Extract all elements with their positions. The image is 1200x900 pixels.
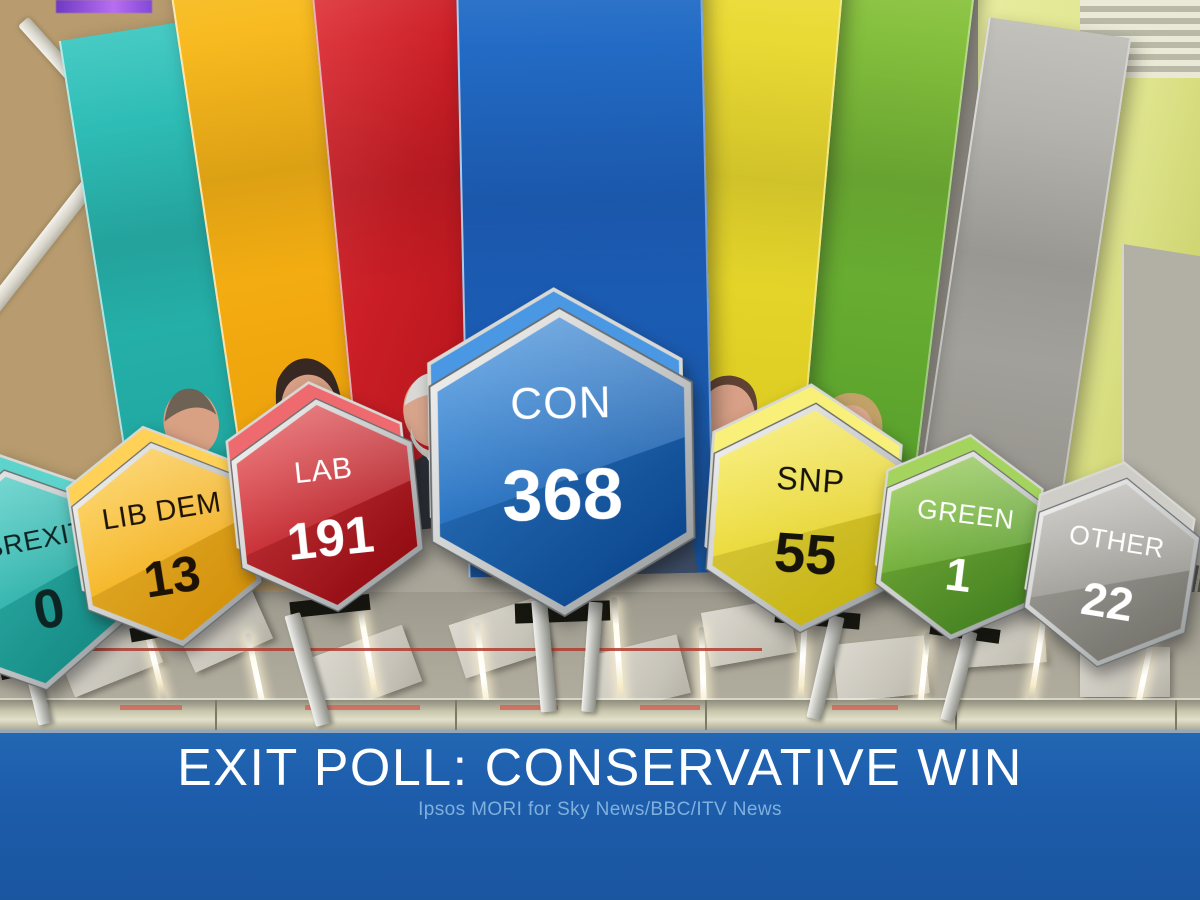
ceiling-panel	[832, 635, 930, 703]
party-seats: 22	[1078, 572, 1137, 631]
party-badge-lab: LAB 191	[223, 381, 430, 621]
badge-gloss	[713, 410, 904, 557]
party-badge-green: GREEN 1	[868, 433, 1056, 651]
party-seats: 191	[284, 506, 376, 573]
party-seats: 368	[502, 455, 624, 537]
badge-gloss	[437, 317, 685, 525]
party-label: LAB	[293, 451, 355, 490]
badge-gloss	[881, 456, 1044, 574]
red-pipe	[92, 648, 762, 651]
party-seats: 55	[772, 520, 839, 587]
party-label: CON	[510, 378, 612, 429]
badge-gloss	[77, 448, 247, 598]
party-badge-snp: SNP 55	[700, 383, 916, 639]
badge-gloss	[1030, 483, 1195, 598]
badge-gloss	[236, 405, 411, 556]
party-seats: 1	[942, 548, 974, 603]
ceiling-ledge	[0, 700, 1200, 733]
party-badge-other: OTHER 22	[1015, 461, 1200, 680]
headline-text: EXIT POLL: CONSERVATIVE WIN	[177, 739, 1023, 797]
purple-light-strip	[56, 0, 152, 13]
party-seats: 13	[140, 544, 204, 609]
badge-gloss	[0, 476, 111, 641]
attribution-text: Ipsos MORI for Sky News/BBC/ITV News	[418, 799, 782, 820]
party-badge-con: CON 368	[425, 287, 698, 619]
party-badge-libdem: LIB DEM 13	[62, 425, 272, 661]
headline-banner: EXIT POLL: CONSERVATIVE WIN Ipsos MORI f…	[0, 730, 1200, 900]
party-label: SNP	[775, 460, 846, 501]
